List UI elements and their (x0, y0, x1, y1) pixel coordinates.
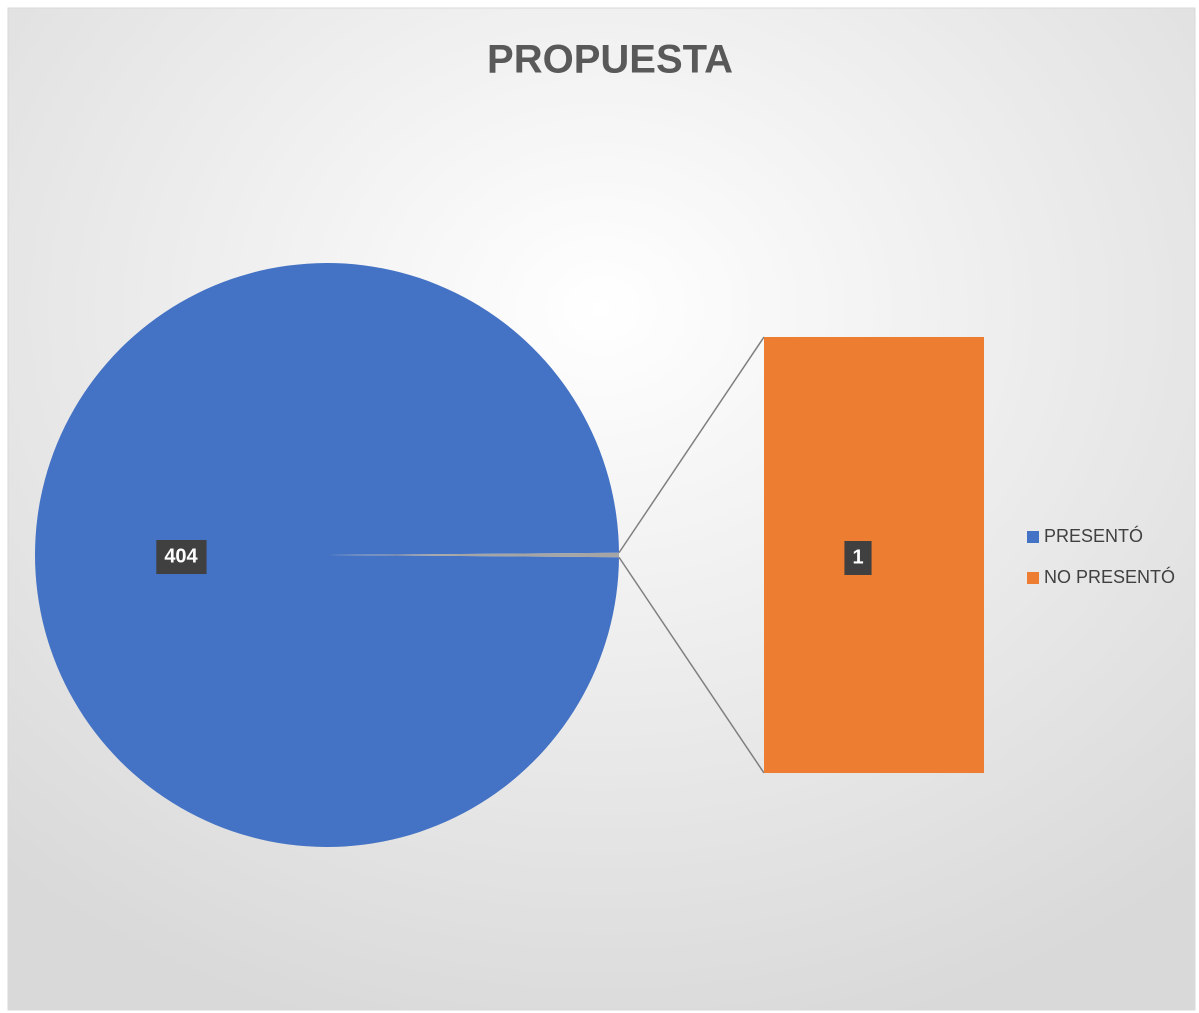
data-label: 404 (164, 545, 198, 567)
pie-slice (34, 263, 619, 847)
chart-title: PROPUESTA (487, 38, 733, 82)
secondary-bar (764, 337, 984, 773)
data-label-box (844, 541, 872, 575)
pie-slice-other (327, 552, 619, 558)
legend-label: PRESENTÓ (1044, 525, 1143, 546)
data-label: 1 (852, 546, 863, 568)
legend-swatch (1027, 531, 1039, 543)
connector-line (618, 556, 765, 774)
data-label-box (156, 540, 207, 574)
legend-label: NO PRESENTÓ (1044, 566, 1175, 587)
legend-swatch (1027, 572, 1039, 584)
connector-line (618, 336, 765, 554)
